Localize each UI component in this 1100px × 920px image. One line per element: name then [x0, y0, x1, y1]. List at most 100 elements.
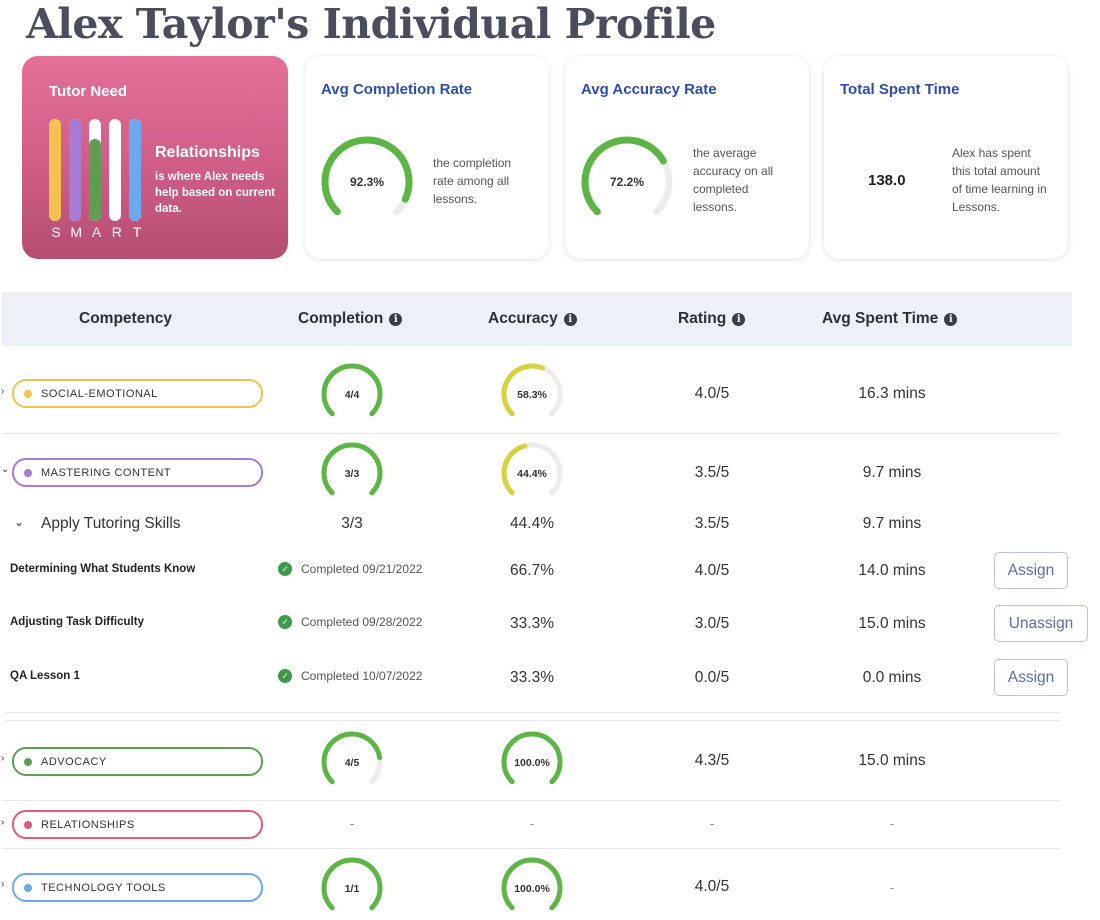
gauge-svg: 4/5	[321, 731, 383, 785]
smart-letter-a: A	[91, 224, 102, 240]
competency-dot	[24, 468, 32, 477]
check-circle-icon: ✓	[278, 615, 292, 629]
gauge-progress	[321, 363, 383, 417]
gauge-label: 4/4	[345, 389, 360, 401]
chevron-down-icon[interactable]: ⌄	[14, 515, 25, 529]
smart-letters: S M A R T	[49, 224, 144, 240]
competency-pill-social-emotional[interactable]: SOCIAL-EMOTIONAL	[12, 379, 263, 408]
total-time-description: Alex has spent this total amount of time…	[952, 146, 1047, 214]
gauge-svg: 100.0%	[501, 857, 563, 911]
gauge-progress	[321, 857, 383, 911]
competency-dot	[24, 820, 32, 829]
gauge-svg: 44.4%	[501, 442, 563, 496]
accuracy-value: 66.7%	[510, 562, 554, 579]
rating-value: 4.0/5	[694, 562, 730, 579]
table-header: Competency Completion i Accuracy i Rating i…	[2, 292, 1072, 346]
time-value: 9.7 mins	[862, 464, 922, 481]
rating-value: 4.3/5	[694, 752, 730, 769]
avg-completion-gauge: 92.3%	[319, 134, 415, 235]
accuracy-gauge: 58.3%	[500, 362, 564, 431]
time-value: -	[889, 816, 895, 831]
chevron-right-icon[interactable]: ›	[1, 753, 5, 764]
unassign-button[interactable]: Unassign	[994, 605, 1088, 642]
tutor-need-description: is where Alex needs help based on curren…	[155, 171, 276, 215]
smart-bar-t	[129, 119, 141, 221]
rating-value: 3.5/5	[694, 515, 730, 532]
check-circle-icon: ✓	[278, 669, 292, 683]
gauge-svg: 4/4	[321, 363, 383, 417]
smart-bar-fill	[69, 119, 81, 221]
header-rating: Rating i	[678, 310, 746, 328]
row-divider	[2, 800, 1060, 801]
chevron-right-icon[interactable]: ›	[1, 817, 5, 828]
info-icon[interactable]: i	[563, 312, 577, 326]
info-icon[interactable]: i	[944, 312, 958, 326]
chevron-down-icon[interactable]: ⌄	[1, 464, 10, 475]
time-value: 9.7 mins	[862, 515, 922, 532]
gauge-progress	[501, 363, 546, 417]
competency-pill-technology-tools[interactable]: TECHNOLOGY TOOLS	[12, 873, 263, 902]
gauge-label: 58.3%	[517, 389, 547, 401]
smart-bar-a	[89, 119, 101, 221]
row-divider	[2, 433, 1060, 434]
gauge-svg: 72.2%	[581, 136, 673, 216]
gauge-svg: 3/3	[321, 442, 383, 496]
competency-pill-mastering-content[interactable]: MASTERING CONTENT	[12, 458, 263, 487]
tutor-need-area: Relationships	[155, 144, 260, 161]
smart-letter-t: T	[132, 224, 142, 240]
gauge-progress	[321, 442, 383, 496]
smart-letter-m: M	[70, 224, 83, 240]
gauge-label: 100.0%	[514, 883, 550, 895]
gauge-svg: 92.3%	[321, 136, 413, 216]
smart-bar-fill	[89, 139, 101, 221]
smart-bars	[49, 119, 142, 221]
competency-pill-relationships[interactable]: RELATIONSHIPS	[12, 810, 263, 839]
smart-bar-fill	[49, 119, 61, 221]
header-avg-spent-time: Avg Spent Time i	[822, 310, 958, 328]
avg-accuracy-card: Avg Accuracy Rate 72.2% the average accu…	[565, 56, 809, 259]
info-icon[interactable]: i	[732, 312, 746, 326]
gauge-progress	[501, 443, 528, 496]
completion-value: 3/3	[341, 515, 363, 532]
accuracy-gauge: 100.0%	[500, 730, 564, 799]
avg-accuracy-description: the average accuracy on all completed le…	[693, 146, 774, 214]
smart-bar-fill	[129, 119, 141, 221]
tutor-need-card: Tutor Need S M A R T Relationships is wh…	[22, 56, 288, 259]
chevron-right-icon[interactable]: ›	[1, 386, 5, 397]
gauge-progress	[321, 731, 383, 785]
header-accuracy: Accuracy i	[488, 310, 577, 328]
gauge-progress	[581, 136, 667, 216]
completion-gauge: 1/1	[320, 856, 384, 920]
gauge-progress	[501, 731, 563, 785]
accuracy-value: 44.4%	[510, 515, 554, 532]
gauge-label: 44.4%	[517, 468, 547, 480]
accuracy-value: 33.3%	[510, 615, 554, 632]
smart-letter-s: S	[51, 224, 61, 240]
assign-button[interactable]: Assign	[994, 552, 1068, 589]
competency-dot	[24, 389, 32, 398]
gauge-svg: 58.3%	[501, 363, 563, 417]
lesson-status: ✓ Completed 09/21/2022	[278, 562, 422, 576]
chevron-right-icon[interactable]: ›	[1, 879, 5, 890]
completion-value: -	[349, 816, 355, 831]
time-value: 14.0 mins	[858, 562, 926, 579]
smart-bar-r	[109, 119, 121, 221]
total-time-value: 138.0	[868, 172, 906, 189]
lesson-name: Determining What Students Know	[10, 563, 196, 575]
row-divider	[2, 848, 1060, 849]
time-value: 0.0 mins	[862, 669, 922, 686]
accuracy-gauge: 44.4%	[500, 441, 564, 510]
competency-dot	[24, 883, 32, 892]
gauge-svg: 100.0%	[501, 731, 563, 785]
row-divider	[6, 720, 1060, 721]
competency-pill-advocacy[interactable]: ADVOCACY	[12, 747, 263, 776]
gauge-label: 92.3%	[350, 175, 384, 189]
header-completion: Completion i	[298, 310, 403, 328]
assign-button[interactable]: Assign	[994, 659, 1068, 696]
check-circle-icon: ✓	[278, 562, 292, 576]
info-icon[interactable]: i	[389, 312, 403, 326]
rating-value: 4.0/5	[694, 878, 730, 895]
avg-completion-card: Avg Completion Rate 92.3% the completion…	[305, 56, 549, 259]
total-time-card: Total Spent Time 138.0 Alex has spent th…	[824, 56, 1068, 259]
gauge-label: 72.2%	[610, 175, 644, 189]
